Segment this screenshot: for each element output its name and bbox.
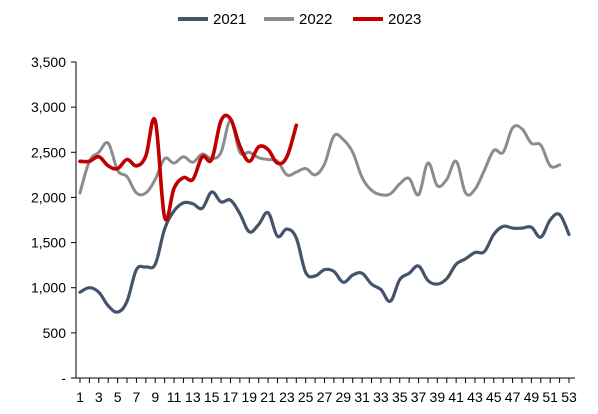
x-tick-label: 39: [430, 389, 446, 405]
x-tick-label: 49: [524, 389, 540, 405]
x-tick-label: 45: [486, 389, 502, 405]
y-tick-label: -: [61, 370, 66, 386]
x-tick-label: 51: [542, 389, 558, 405]
x-tick-label: 25: [298, 389, 314, 405]
chart-legend: 2021 2022 2023: [178, 11, 421, 28]
x-tick-label: 3: [95, 389, 103, 405]
x-tick-label: 33: [373, 389, 389, 405]
x-tick-label: 53: [561, 389, 577, 405]
x-tick-label: 23: [279, 389, 295, 405]
x-tick-label: 15: [204, 389, 220, 405]
y-tick-label: 2,000: [31, 189, 66, 205]
y-tick-label: 1,000: [31, 280, 66, 296]
x-tick-label: 1: [76, 389, 84, 405]
legend-label-2022: 2022: [299, 11, 332, 28]
x-axis: 1 3 5 7 9 11 13 15 17 19 21 23 25 27 29 31 33 35 37 39 41 43 4…: [76, 377, 577, 405]
x-tick-label: 11: [167, 389, 182, 405]
x-tick-label: 31: [354, 389, 370, 405]
x-tick-label: 17: [223, 389, 239, 405]
x-tick-label: 37: [411, 389, 427, 405]
y-tick-label: 500: [43, 325, 67, 341]
x-tick-label: 5: [114, 389, 122, 405]
x-tick-label: 9: [151, 389, 159, 405]
y-axis: - 500 1,000 1,500 2,000 2,500 3,000 3,500: [31, 54, 77, 386]
x-tick-label: 19: [241, 389, 257, 405]
series-line-2023: [78, 113, 299, 222]
y-tick-label: 3,500: [31, 54, 66, 70]
series-line-2021: [78, 190, 571, 314]
x-tick-label: 41: [448, 389, 464, 405]
legend-label-2021: 2021: [213, 11, 246, 28]
y-tick-label: 3,000: [31, 99, 66, 115]
x-tick-label: 13: [185, 389, 201, 405]
x-tick-label: 43: [467, 389, 483, 405]
y-tick-label: 1,500: [31, 235, 66, 251]
x-tick-label: 47: [505, 389, 521, 405]
x-tick-label: 35: [392, 389, 408, 405]
x-tick-label: 7: [133, 389, 141, 405]
x-tick-label: 27: [317, 389, 333, 405]
x-tick-label: 21: [260, 389, 276, 405]
y-tick-label: 2,500: [31, 144, 66, 160]
plot-area: [78, 113, 571, 314]
legend-label-2023: 2023: [388, 11, 421, 28]
x-tick-label: 29: [336, 389, 352, 405]
